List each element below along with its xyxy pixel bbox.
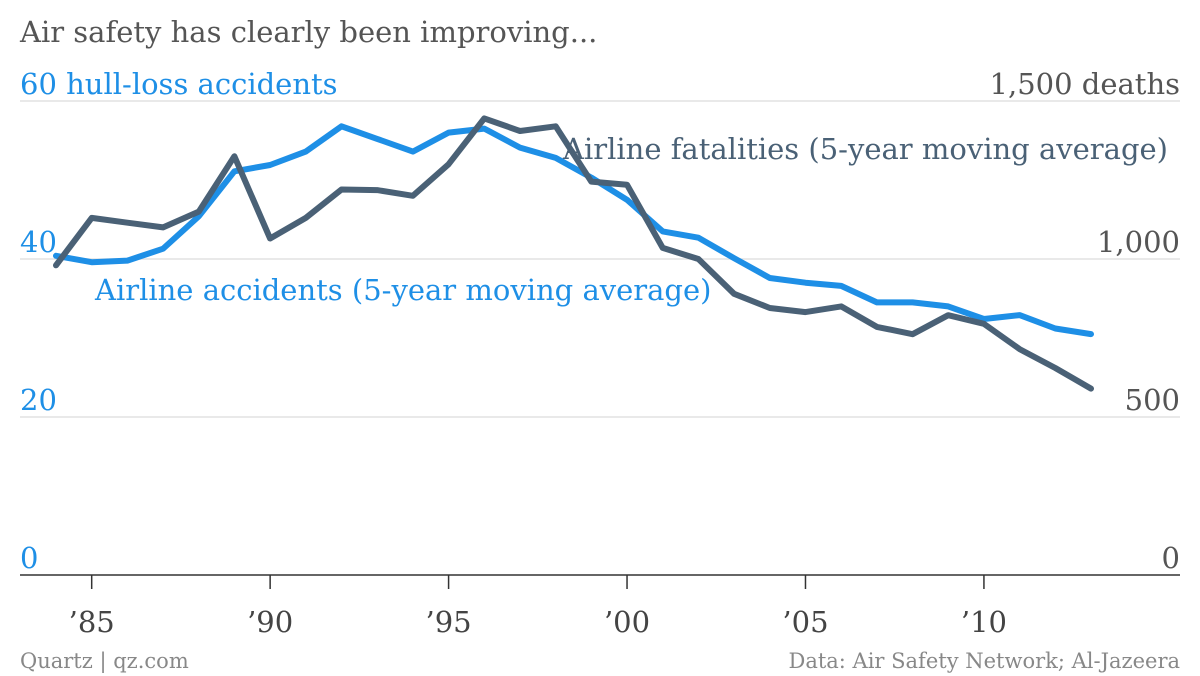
- left-tick-label: 0: [20, 541, 38, 575]
- accidents-series-label: Airline accidents (5-year moving average…: [94, 273, 711, 307]
- gridlines: [20, 100, 1180, 576]
- accidents-series-line: [53, 123, 1094, 338]
- x-axis-ticks: ’85 ’90 ’95 ’00 ’05 ’10: [69, 575, 1007, 639]
- x-tick-label: ’10: [961, 605, 1007, 639]
- right-tick-label: 500: [1125, 383, 1180, 417]
- x-tick-label: ’95: [426, 605, 472, 639]
- footer-source-right: Data: Air Safety Network; Al-Jazeera: [788, 649, 1180, 673]
- right-axis-ticks: 0 500 1,000 1,500 deaths: [990, 67, 1180, 575]
- left-tick-label: 40: [20, 225, 57, 259]
- left-tick-label: 20: [20, 383, 57, 417]
- fatalities-series-line: [53, 115, 1094, 392]
- right-tick-label: 0: [1162, 541, 1180, 575]
- footer-source-left: Quartz | qz.com: [20, 649, 189, 674]
- series-lines: [53, 115, 1094, 392]
- x-tick-label: ’90: [247, 605, 293, 639]
- left-axis-ticks: 0 20 40 60 hull-loss accidents: [20, 67, 338, 575]
- left-tick-label: 60 hull-loss accidents: [20, 67, 338, 101]
- right-tick-label: 1,000: [1097, 225, 1180, 259]
- x-tick-label: ’00: [604, 605, 650, 639]
- x-tick-label: ’85: [69, 605, 115, 639]
- x-tick-label: ’05: [782, 605, 828, 639]
- chart-title: Air safety has clearly been improving...: [19, 15, 597, 49]
- fatalities-series-label: Airline fatalities (5-year moving averag…: [562, 132, 1168, 166]
- right-tick-label: 1,500 deaths: [990, 67, 1180, 101]
